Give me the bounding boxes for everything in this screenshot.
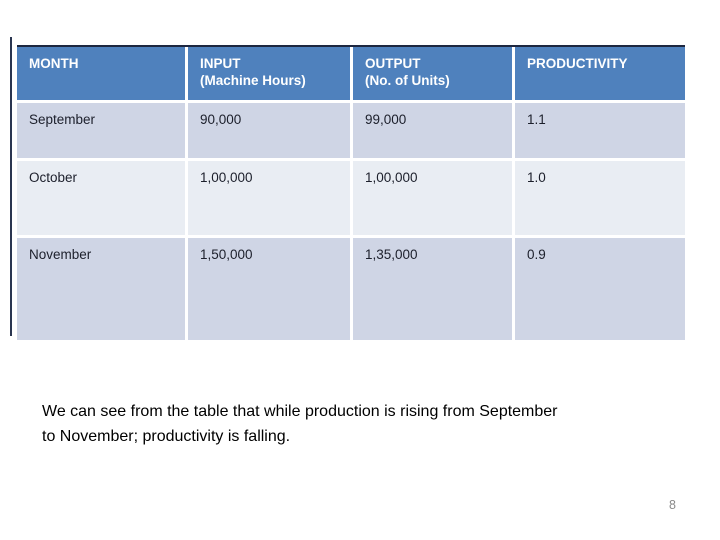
column-header-title: MONTH <box>29 56 79 71</box>
column-header-subtitle: (Machine Hours) <box>200 72 306 88</box>
column-header-title: OUTPUT <box>365 56 421 71</box>
column-header-output: OUTPUT (No. of Units) <box>353 47 512 100</box>
cell-input-september: 90,000 <box>188 103 350 158</box>
column-header-month: MONTH <box>17 47 185 100</box>
table-top-border <box>17 45 685 47</box>
column-header-input: INPUT (Machine Hours) <box>188 47 350 100</box>
cell-output-october: 1,00,000 <box>353 161 512 235</box>
page-number: 8 <box>669 498 676 512</box>
cell-month-september: September <box>17 103 185 158</box>
productivity-table: MONTH INPUT (Machine Hours) OUTPUT (No. … <box>17 47 685 340</box>
cell-month-november: November <box>17 238 185 340</box>
note-line-1: We can see from the table that while pro… <box>42 403 558 420</box>
column-header-title: INPUT <box>200 56 241 71</box>
note-text: We can see from the table that while pro… <box>42 399 672 449</box>
cell-input-october: 1,00,000 <box>188 161 350 235</box>
cell-output-november: 1,35,000 <box>353 238 512 340</box>
cell-month-october: October <box>17 161 185 235</box>
column-header-subtitle: (No. of Units) <box>365 72 450 88</box>
cell-productivity-september: 1.1 <box>515 103 685 158</box>
cell-output-september: 99,000 <box>353 103 512 158</box>
note-line-2: to November; productivity is falling. <box>42 428 291 445</box>
column-header-title: PRODUCTIVITY <box>527 56 628 71</box>
cell-productivity-november: 0.9 <box>515 238 685 340</box>
cell-input-november: 1,50,000 <box>188 238 350 340</box>
cell-productivity-october: 1.0 <box>515 161 685 235</box>
column-header-productivity: PRODUCTIVITY <box>515 47 685 100</box>
left-accent-line <box>10 37 12 336</box>
